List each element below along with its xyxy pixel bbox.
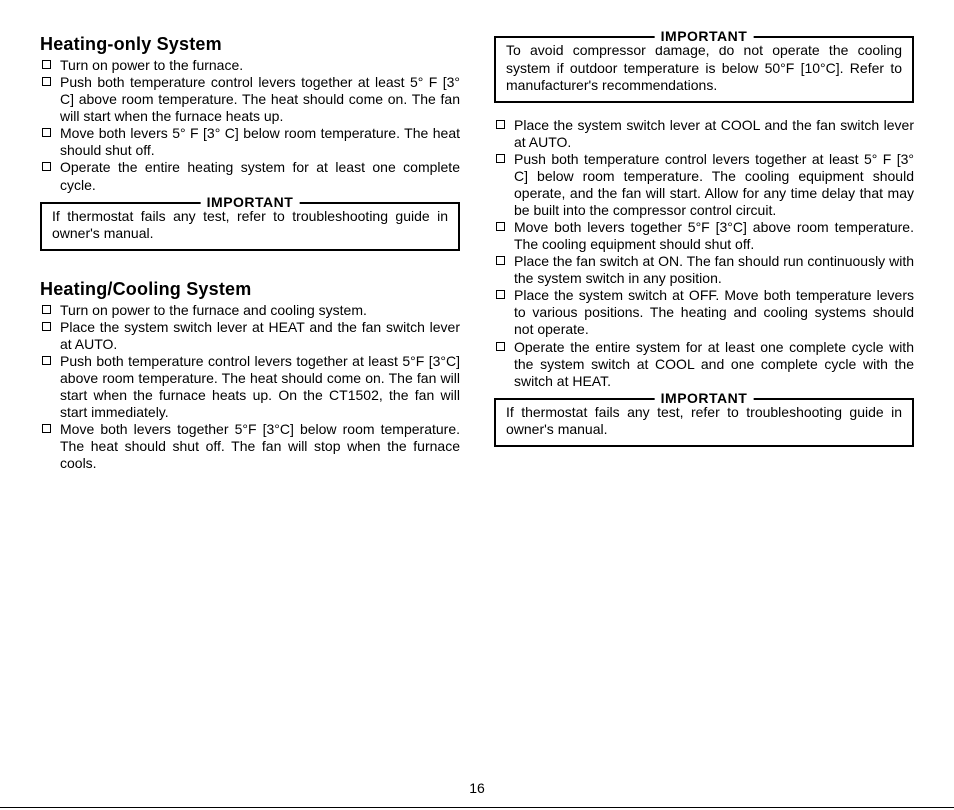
important-label: IMPORTANT	[201, 194, 300, 212]
important-text: If thermostat fails any test, refer to t…	[506, 404, 902, 438]
heating-only-heading: Heating-only System	[40, 34, 460, 55]
section-spacer	[40, 265, 460, 275]
heating-cooling-checklist-left: Turn on power to the furnace and cooling…	[40, 302, 460, 473]
important-box-bottom: IMPORTANT If thermostat fails any test, …	[494, 398, 914, 447]
checklist-item: Push both temperature control levers tog…	[494, 151, 914, 219]
two-column-layout: Heating-only System Turn on power to the…	[40, 30, 914, 480]
checklist-item: Turn on power to the furnace.	[40, 57, 460, 74]
checklist-item: Operate the entire system for at least o…	[494, 339, 914, 390]
left-column: Heating-only System Turn on power to the…	[40, 30, 460, 480]
checklist-item: Push both temperature control levers tog…	[40, 353, 460, 421]
checklist-item: Move both levers 5° F [3° C] below room …	[40, 125, 460, 159]
heating-cooling-heading: Heating/Cooling System	[40, 279, 460, 300]
important-text: If thermostat fails any test, refer to t…	[52, 208, 448, 242]
important-box-heating-only: IMPORTANT If thermostat fails any test, …	[40, 202, 460, 251]
right-column: IMPORTANT To avoid compressor damage, do…	[494, 30, 914, 480]
checklist-item: Move both levers together 5°F [3°C] belo…	[40, 421, 460, 472]
checklist-item: Place the system switch lever at COOL an…	[494, 117, 914, 151]
checklist-item: Place the system switch at OFF. Move bot…	[494, 287, 914, 338]
bottom-divider	[0, 807, 954, 808]
page-number: 16	[0, 780, 954, 796]
checklist-item: Turn on power to the furnace and cooling…	[40, 302, 460, 319]
important-label: IMPORTANT	[655, 390, 754, 408]
checklist-item: Place the fan switch at ON. The fan shou…	[494, 253, 914, 287]
important-box-compressor: IMPORTANT To avoid compressor damage, do…	[494, 36, 914, 103]
heating-cooling-checklist-right: Place the system switch lever at COOL an…	[494, 117, 914, 390]
important-label: IMPORTANT	[655, 28, 754, 46]
checklist-item: Place the system switch lever at HEAT an…	[40, 319, 460, 353]
document-page: Heating-only System Turn on power to the…	[0, 0, 954, 810]
checklist-item: Push both temperature control levers tog…	[40, 74, 460, 125]
checklist-item: Operate the entire heating system for at…	[40, 159, 460, 193]
heating-only-checklist: Turn on power to the furnace. Push both …	[40, 57, 460, 194]
important-text: To avoid compressor damage, do not opera…	[506, 42, 902, 93]
checklist-item: Move both levers together 5°F [3°C] abov…	[494, 219, 914, 253]
